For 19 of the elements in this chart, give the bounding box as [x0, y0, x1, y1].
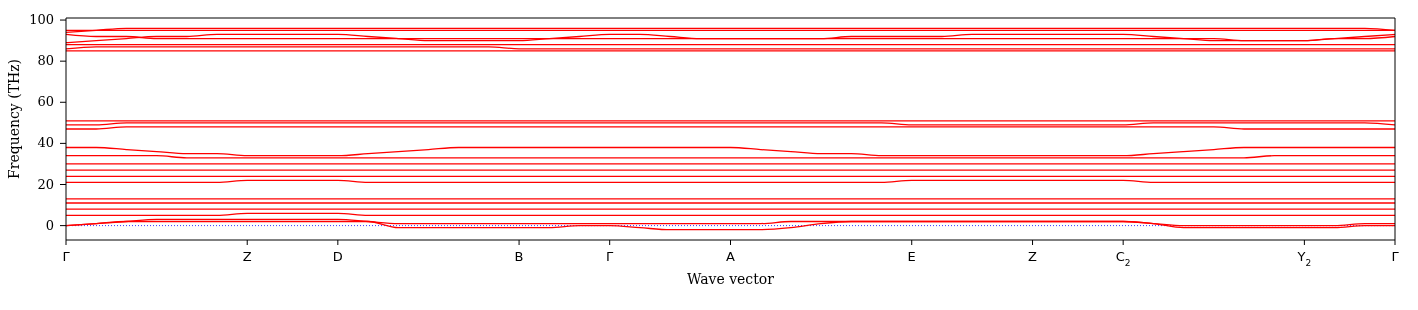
x-tick-label: D	[332, 249, 343, 264]
x-axis-title: Wave vector	[687, 271, 775, 287]
x-tick-label: Y$_{2}$	[1296, 249, 1312, 268]
y-tick-label: 60	[37, 94, 54, 110]
x-tick-label: A	[726, 249, 736, 264]
x-tick-label: Γ	[606, 249, 615, 264]
y-tick-label: 0	[45, 217, 54, 233]
y-tick-label: 20	[37, 176, 54, 192]
x-tick-label: Z	[242, 249, 252, 264]
x-tick-label: Γ	[62, 249, 71, 264]
x-tick-label: C$_{2}$	[1115, 249, 1131, 268]
x-tick-label: E	[907, 249, 916, 264]
y-axis-title: Frequency (THz)	[5, 58, 22, 179]
y-tick-label: 80	[37, 53, 54, 69]
x-tick-label: B	[514, 249, 524, 264]
y-tick-label: 100	[29, 12, 54, 28]
x-tick-label: Z	[1028, 249, 1038, 264]
y-tick-label: 40	[37, 135, 54, 151]
x-tick-label: Γ	[1391, 249, 1400, 264]
